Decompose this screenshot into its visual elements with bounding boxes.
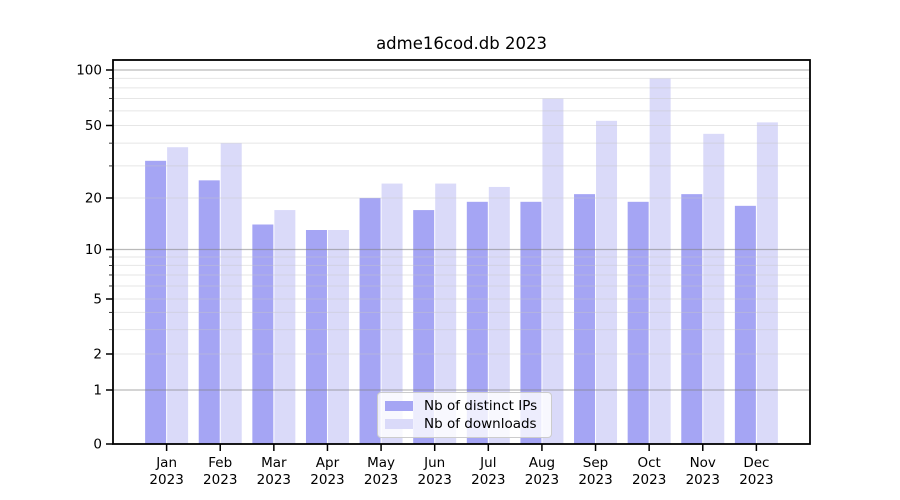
y-tick-label-50: 50 <box>85 118 102 134</box>
bar-distinct-ips-Apr <box>305 230 327 444</box>
x-tick-label-year-Apr: 2023 <box>310 472 344 488</box>
x-tick-label-month-Feb: Feb <box>208 455 232 471</box>
bar-downloads-May <box>381 183 403 445</box>
x-tick-label-month-Mar: Mar <box>261 455 287 471</box>
bar-distinct-ips-Mar <box>252 224 274 444</box>
chart-title: adme16cod.db 2023 <box>376 34 547 53</box>
x-tick-label-year-Jul: 2023 <box>471 472 505 488</box>
x-tick-label-year-Nov: 2023 <box>686 472 720 488</box>
y-tick-label-10: 10 <box>85 242 102 258</box>
x-tick-label-month-Aug: Aug <box>529 455 555 471</box>
bar-distinct-ips-Jun <box>413 210 435 444</box>
bar-distinct-ips-Dec <box>734 205 756 444</box>
bar-downloads-Jan <box>167 147 189 445</box>
bar-downloads-Nov <box>703 133 725 444</box>
bar-distinct-ips-Sep <box>574 194 596 444</box>
y-tick-label-5: 5 <box>93 292 102 308</box>
bar-distinct-ips-Aug <box>520 201 542 444</box>
bar-downloads-Oct <box>649 78 671 445</box>
x-tick-label-month-Oct: Oct <box>637 455 660 471</box>
y-tick-label-20: 20 <box>85 191 102 207</box>
x-tick-label-month-Sep: Sep <box>583 455 608 471</box>
x-tick-label-year-Sep: 2023 <box>578 472 612 488</box>
bar-distinct-ips-Nov <box>681 194 703 444</box>
x-tick-label-year-Aug: 2023 <box>525 472 559 488</box>
x-tick-label-year-Dec: 2023 <box>739 472 773 488</box>
x-tick-label-year-Jun: 2023 <box>418 472 452 488</box>
x-tick-label-year-May: 2023 <box>364 472 398 488</box>
legend-item-downloads: Nb of downloads <box>385 415 547 432</box>
x-tick-label-month-Dec: Dec <box>743 455 769 471</box>
bar-downloads-Jun <box>435 183 457 445</box>
bar-downloads-Jul <box>488 186 510 444</box>
legend-label-distinct-ips: Nb of distinct IPs <box>424 397 538 414</box>
bar-downloads-Sep <box>596 120 618 444</box>
bar-downloads-Apr <box>327 230 349 444</box>
legend: Nb of distinct IPs Nb of downloads <box>377 392 552 438</box>
bar-distinct-ips-Feb <box>198 180 220 445</box>
x-tick-label-month-Nov: Nov <box>690 455 716 471</box>
legend-label-downloads: Nb of downloads <box>424 415 537 432</box>
x-tick-label-month-Apr: Apr <box>316 455 340 471</box>
x-tick-label-month-Jan: Jan <box>155 455 177 471</box>
x-tick-label-year-Mar: 2023 <box>257 472 291 488</box>
bar-downloads-Mar <box>274 210 296 444</box>
plot-frame <box>112 59 811 445</box>
bar-downloads-Dec <box>756 122 778 444</box>
legend-swatch-downloads <box>385 419 413 429</box>
x-tick-label-year-Oct: 2023 <box>632 472 666 488</box>
x-tick-label-month-Jul: Jul <box>479 455 496 471</box>
legend-swatch-distinct-ips <box>385 401 413 411</box>
bar-distinct-ips-Oct <box>627 201 649 444</box>
bar-downloads-Feb <box>220 143 242 444</box>
x-tick-label-month-Jun: Jun <box>423 455 445 471</box>
y-tick-label-100: 100 <box>76 63 102 79</box>
x-tick-label-year-Jan: 2023 <box>149 472 183 488</box>
y-tick-label-2: 2 <box>93 347 102 363</box>
legend-item-distinct-ips: Nb of distinct IPs <box>385 397 547 414</box>
x-tick-label-year-Feb: 2023 <box>203 472 237 488</box>
x-tick-label-month-May: May <box>367 455 395 471</box>
y-tick-label-1: 1 <box>93 383 102 399</box>
y-tick-label-0: 0 <box>93 437 102 453</box>
bar-distinct-ips-Jan <box>145 160 167 444</box>
bar-distinct-ips-Jul <box>466 201 488 444</box>
bar-downloads-Aug <box>542 98 564 444</box>
bar-distinct-ips-May <box>359 198 381 444</box>
